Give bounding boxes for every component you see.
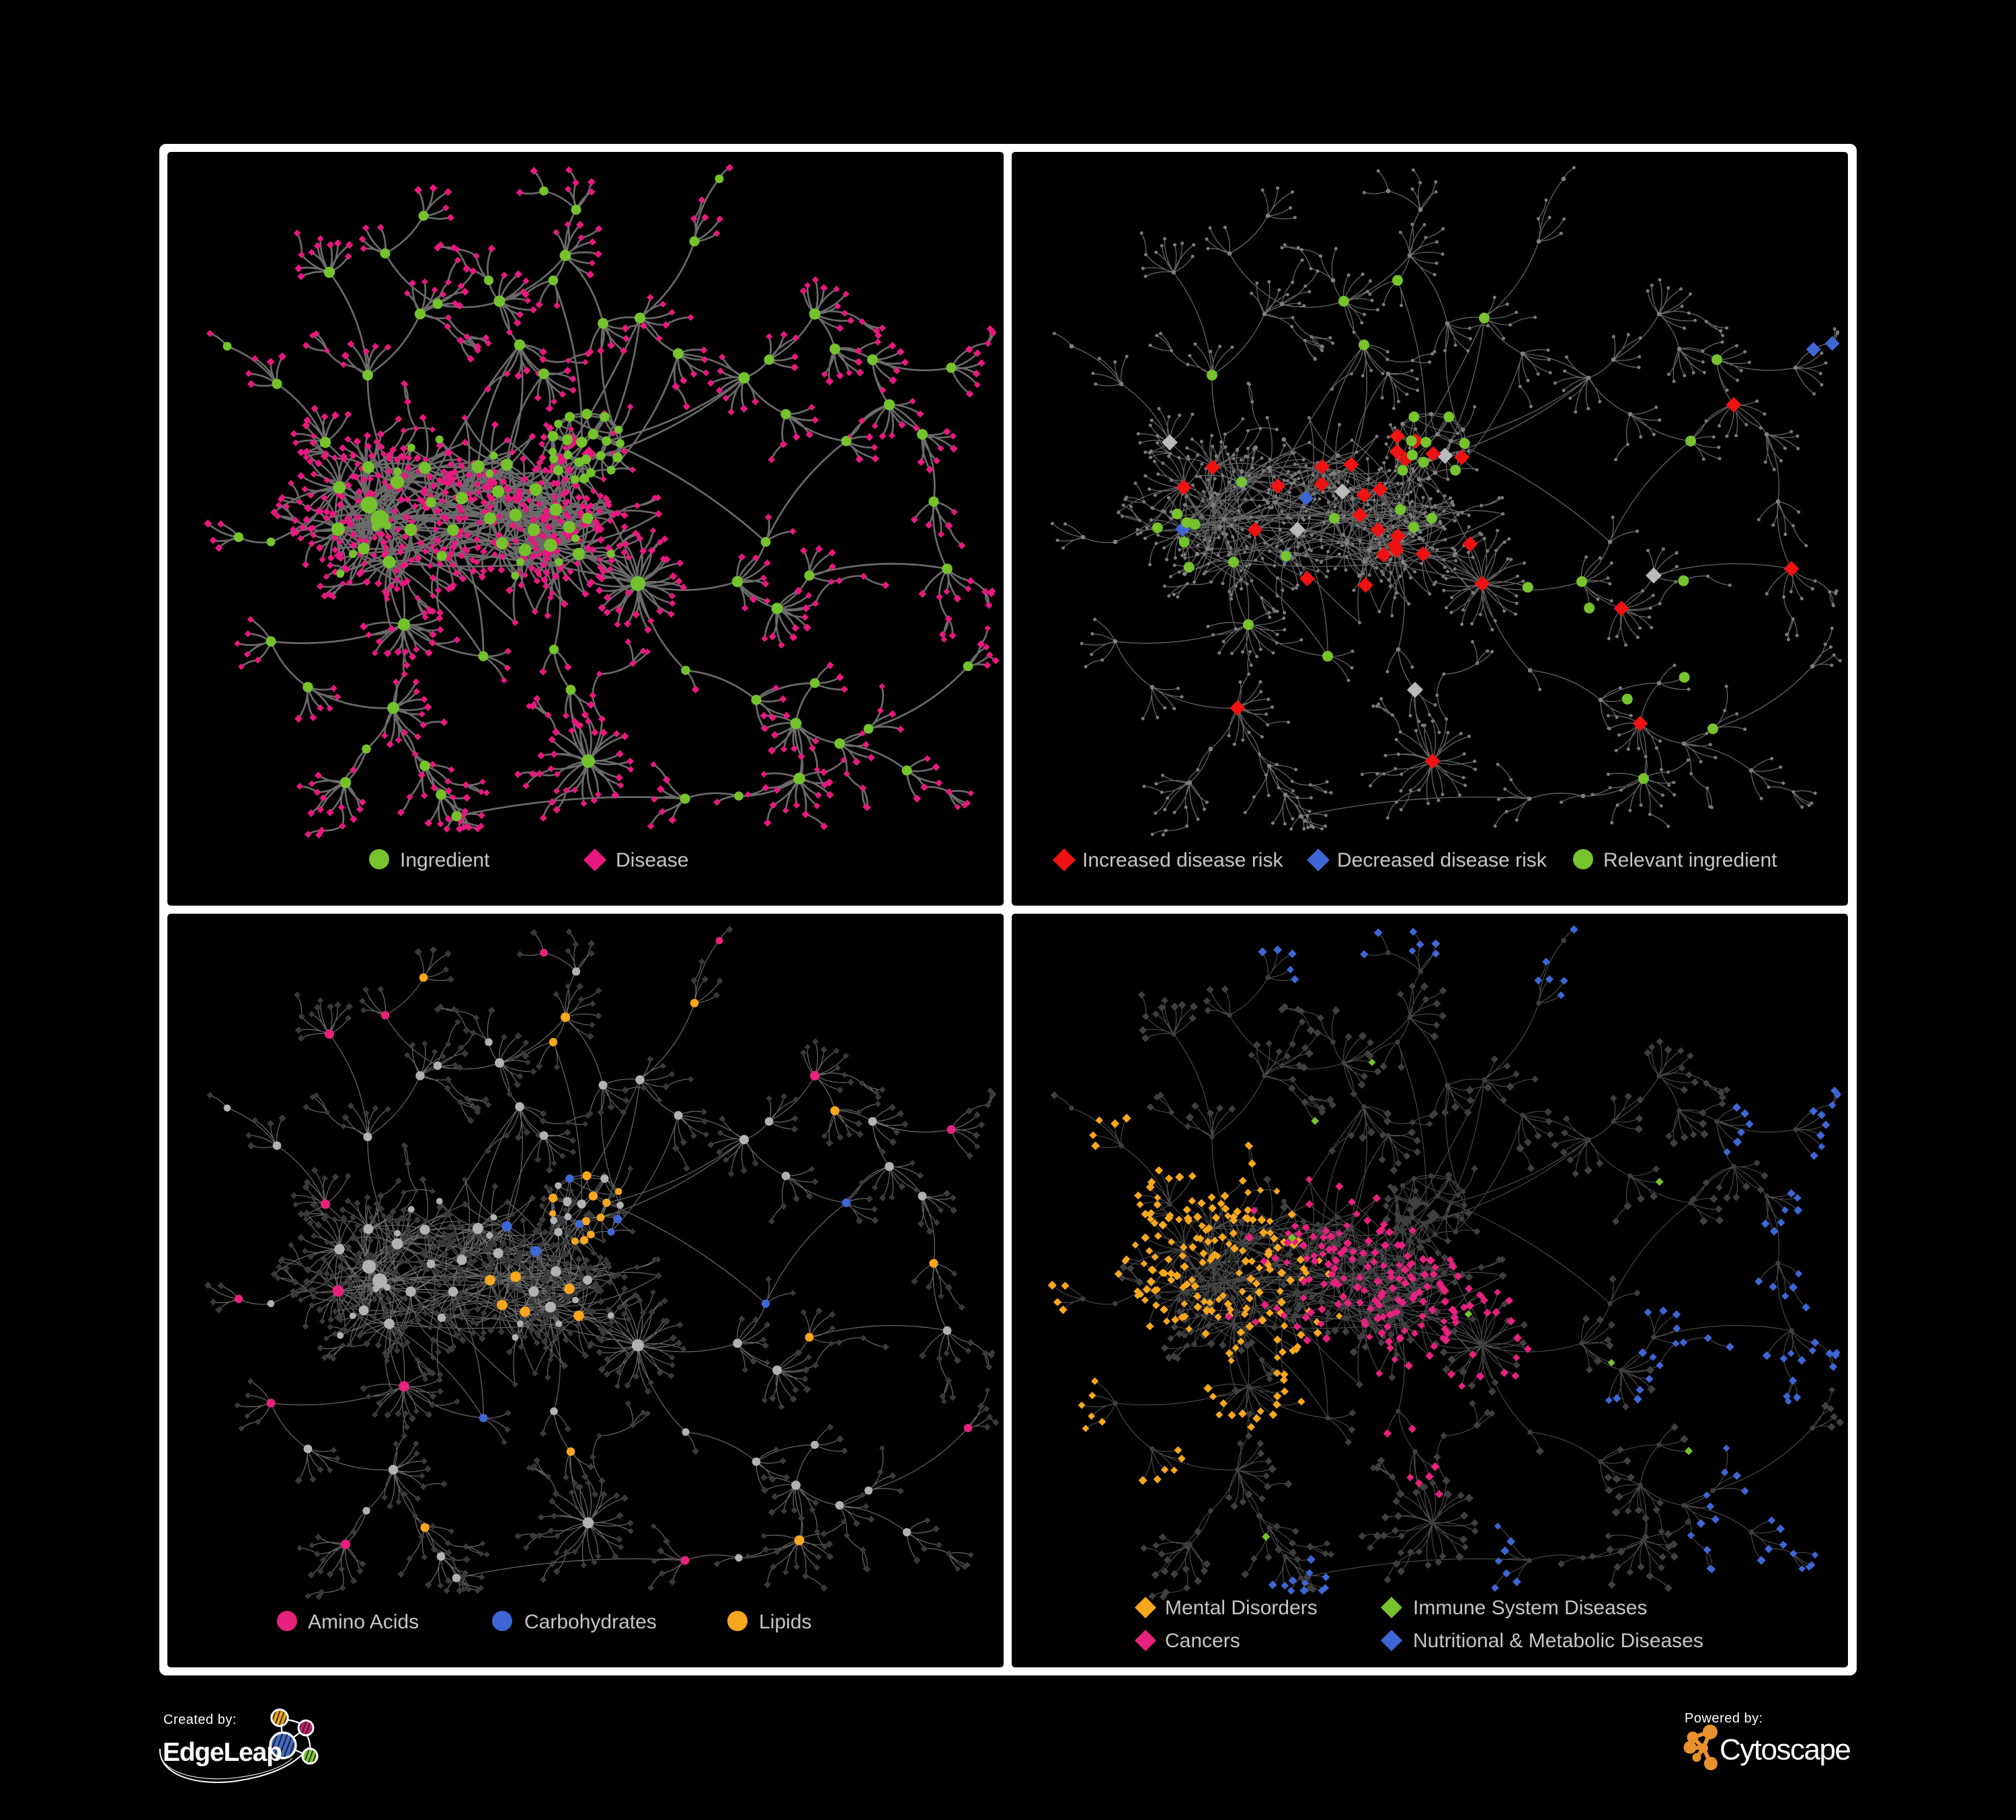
svg-text:Ingredient: Ingredient (400, 849, 490, 871)
svg-text:Increased disease risk: Increased disease risk (1082, 849, 1283, 871)
svg-text:Immune System Diseases: Immune System Diseases (1413, 1597, 1647, 1619)
svg-text:EdgeLeap: EdgeLeap (163, 1738, 282, 1767)
svg-text:Decreased disease risk: Decreased disease risk (1337, 849, 1547, 871)
svg-text:Mental Disorders: Mental Disorders (1165, 1597, 1318, 1619)
svg-text:Nutritional & Metabolic Diseas: Nutritional & Metabolic Diseases (1413, 1630, 1703, 1652)
svg-text:Carbohydrates: Carbohydrates (524, 1611, 657, 1633)
svg-text:Created by:: Created by: (163, 1712, 237, 1727)
svg-text:Disease: Disease (616, 849, 688, 871)
svg-text:Lipids: Lipids (759, 1611, 811, 1633)
svg-text:Relevant ingredient: Relevant ingredient (1603, 849, 1777, 871)
svg-text:Amino Acids: Amino Acids (308, 1611, 419, 1633)
svg-text:Powered by:: Powered by: (1685, 1711, 1763, 1726)
svg-text:Cancers: Cancers (1165, 1630, 1240, 1652)
svg-text:Cytoscape: Cytoscape (1720, 1733, 1850, 1766)
